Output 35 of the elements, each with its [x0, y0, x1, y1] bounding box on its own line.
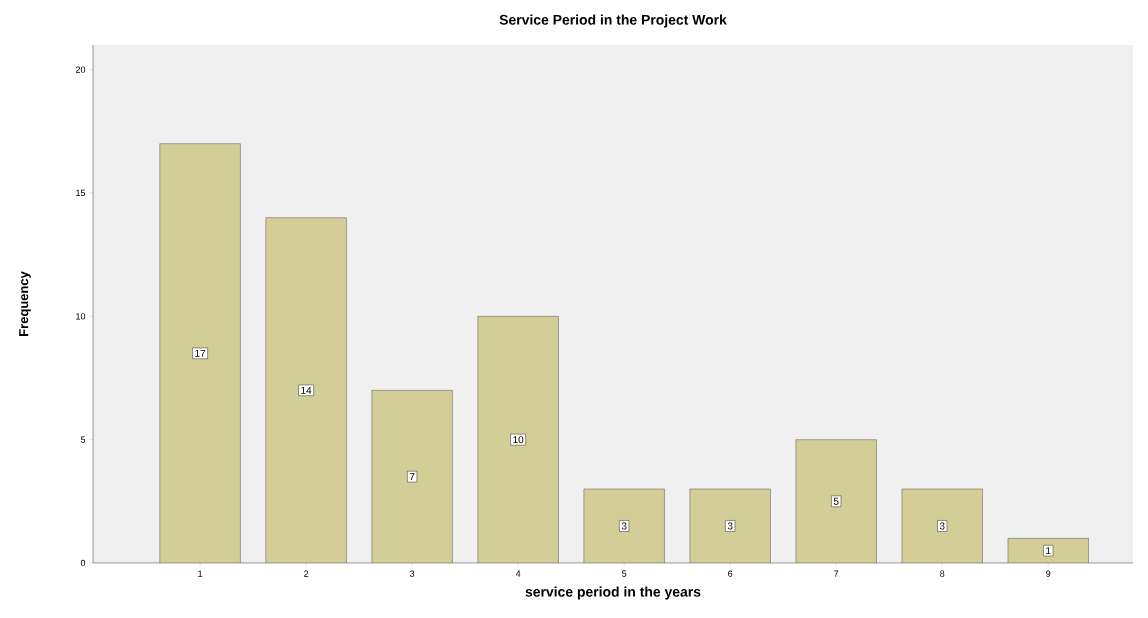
y-tick-label: 20	[75, 66, 86, 73]
y-tick-label: 5	[80, 436, 86, 443]
data-label: 3	[939, 522, 945, 530]
data-label: 1	[1046, 547, 1051, 555]
x-tick-label: 7	[834, 570, 839, 577]
x-tick-label: 4	[515, 570, 521, 577]
bar	[901, 488, 983, 563]
y-tick-label: 15	[76, 189, 86, 197]
x-tick-label: 8	[940, 570, 945, 577]
x-tick-label: 5	[622, 570, 627, 577]
x-tick-label: 3	[409, 570, 415, 577]
data-label: 5	[833, 497, 839, 505]
data-label: 17	[195, 349, 206, 357]
x-tick-label: 9	[1046, 570, 1051, 577]
bar	[795, 439, 877, 563]
y-tick-label: 0	[80, 559, 86, 567]
bar	[689, 488, 771, 563]
bar	[1007, 538, 1089, 563]
data-label: 10	[513, 436, 524, 444]
data-label: 3	[727, 522, 733, 530]
x-tick-label: 2	[304, 570, 309, 577]
bar	[371, 390, 453, 563]
x-axis-title: service period in the years	[525, 586, 701, 600]
chart-title: Service Period in the Project Work	[499, 14, 727, 28]
bar	[265, 217, 347, 563]
x-tick-label: 1	[198, 570, 203, 577]
bar	[159, 143, 241, 563]
data-label: 14	[301, 386, 312, 394]
bar	[477, 316, 559, 563]
x-tick-label: 6	[728, 570, 733, 577]
data-label: 7	[409, 473, 415, 481]
data-label: 3	[621, 522, 627, 530]
y-tick-label: 10	[76, 313, 86, 320]
bar	[583, 488, 665, 563]
y-axis-title: Frequency	[19, 271, 31, 336]
